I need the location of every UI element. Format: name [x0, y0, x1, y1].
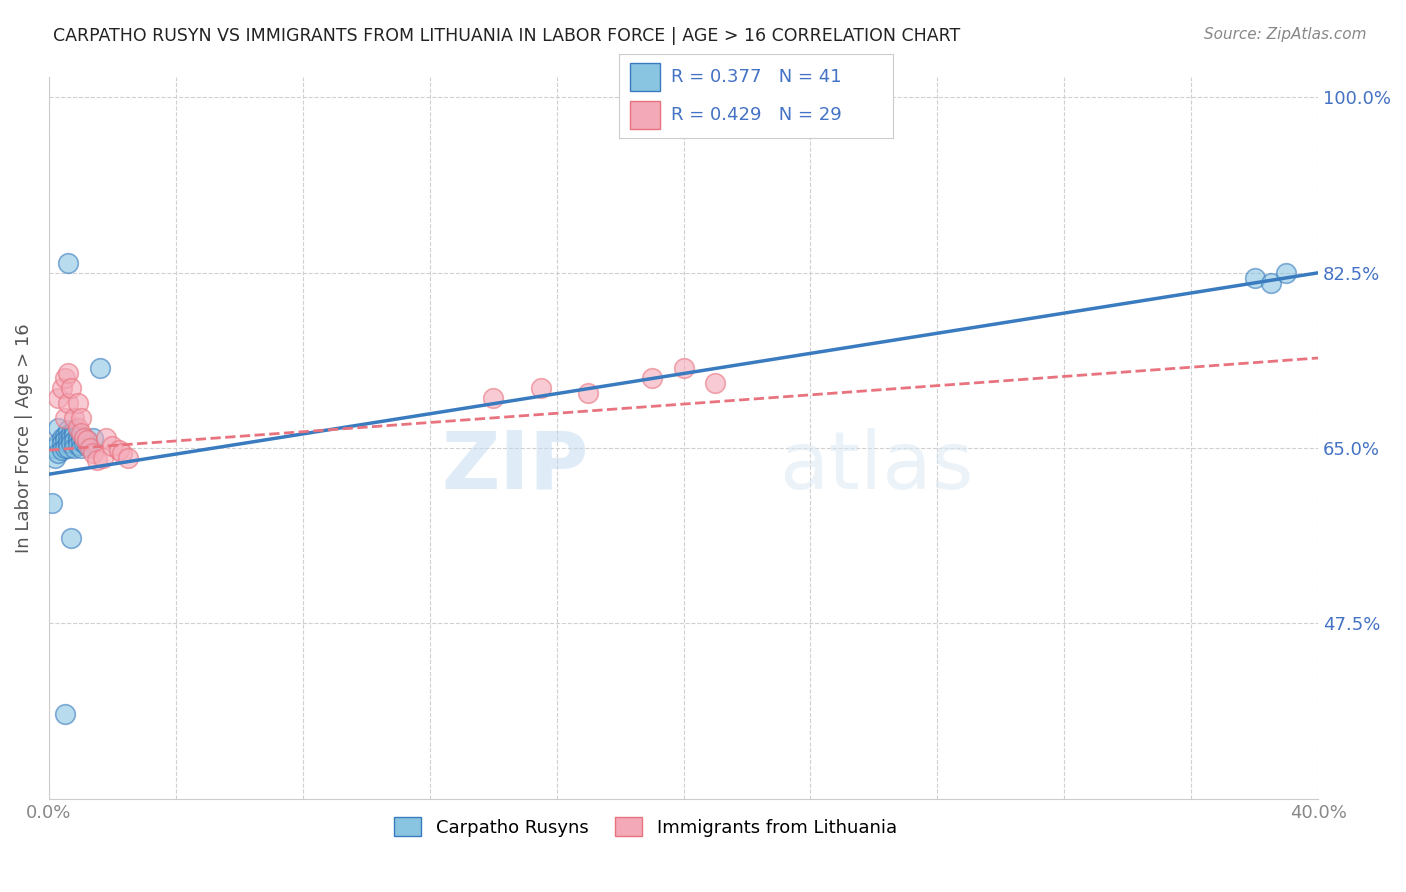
Point — [44, 451, 66, 466]
Bar — [630, 101, 659, 129]
Point — [111, 446, 134, 460]
Point — [79, 441, 101, 455]
Point — [63, 423, 86, 437]
Point — [76, 439, 98, 453]
Point — [51, 443, 73, 458]
Point — [44, 441, 66, 455]
Text: CARPATHO RUSYN VS IMMIGRANTS FROM LITHUANIA IN LABOR FORCE | AGE > 16 CORRELATIO: CARPATHO RUSYN VS IMMIGRANTS FROM LITHUA… — [53, 27, 960, 45]
Point — [482, 391, 505, 405]
Point — [69, 441, 91, 455]
Point — [66, 438, 89, 452]
Point — [530, 381, 553, 395]
Point — [73, 436, 96, 450]
Point — [66, 396, 89, 410]
Point — [60, 532, 83, 546]
Point — [48, 446, 70, 460]
Point — [51, 381, 73, 395]
Point — [63, 411, 86, 425]
Point — [56, 396, 79, 410]
Point — [704, 376, 727, 390]
Point — [66, 428, 89, 442]
Point — [60, 426, 83, 441]
Point — [56, 431, 79, 445]
Y-axis label: In Labor Force | Age > 16: In Labor Force | Age > 16 — [15, 323, 32, 553]
Point — [82, 431, 104, 445]
Point — [56, 423, 79, 437]
Point — [107, 443, 129, 458]
Point — [69, 434, 91, 449]
Text: atlas: atlas — [779, 428, 973, 506]
Point — [63, 441, 86, 455]
Point — [63, 428, 86, 442]
Point — [56, 366, 79, 380]
Point — [94, 431, 117, 445]
Point — [63, 434, 86, 449]
Point — [53, 706, 76, 721]
Point — [53, 433, 76, 447]
Text: R = 0.429   N = 29: R = 0.429 N = 29 — [671, 106, 841, 124]
Point — [60, 381, 83, 395]
Point — [53, 441, 76, 455]
Point — [76, 433, 98, 447]
Point — [89, 361, 111, 376]
Point — [672, 361, 695, 376]
Legend: Carpatho Rusyns, Immigrants from Lithuania: Carpatho Rusyns, Immigrants from Lithuan… — [387, 810, 904, 844]
Point — [1275, 266, 1298, 280]
Point — [60, 431, 83, 445]
Point — [69, 426, 91, 441]
Point — [86, 453, 108, 467]
Point — [576, 386, 599, 401]
Point — [91, 451, 114, 466]
Point — [48, 436, 70, 450]
Point — [56, 256, 79, 270]
Point — [1243, 270, 1265, 285]
Point — [117, 451, 139, 466]
Point — [51, 436, 73, 450]
Point — [1260, 276, 1282, 290]
Point — [48, 421, 70, 435]
Point — [66, 421, 89, 435]
Point — [641, 371, 664, 385]
Point — [53, 429, 76, 443]
Point — [53, 411, 76, 425]
Point — [66, 433, 89, 447]
Point — [73, 431, 96, 445]
Text: R = 0.377   N = 41: R = 0.377 N = 41 — [671, 68, 841, 86]
Point — [56, 436, 79, 450]
Point — [73, 431, 96, 445]
Point — [41, 496, 63, 510]
Point — [53, 371, 76, 385]
Point — [69, 429, 91, 443]
Point — [69, 411, 91, 425]
Bar — [630, 62, 659, 91]
Point — [101, 439, 124, 453]
Text: ZIP: ZIP — [441, 428, 588, 506]
Point — [48, 391, 70, 405]
Point — [60, 436, 83, 450]
Point — [76, 433, 98, 447]
Point — [56, 441, 79, 455]
Text: Source: ZipAtlas.com: Source: ZipAtlas.com — [1204, 27, 1367, 42]
Point — [51, 431, 73, 445]
Point — [82, 446, 104, 460]
